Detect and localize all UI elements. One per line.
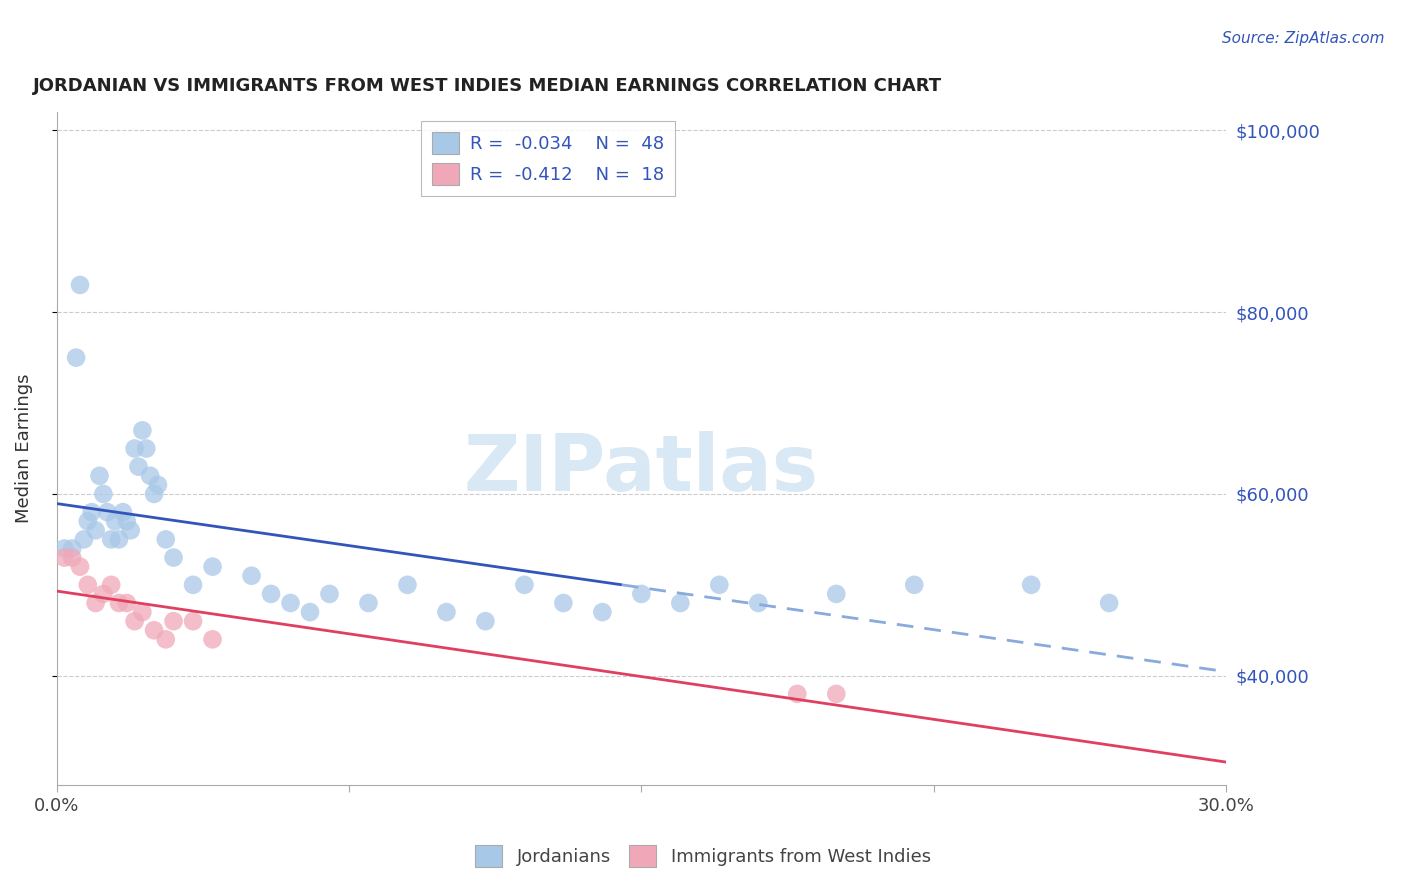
Point	[115, 596, 138, 610]
Point	[100, 533, 122, 547]
Point	[108, 533, 131, 547]
Point	[53, 541, 76, 556]
Point	[80, 505, 103, 519]
Point	[436, 605, 458, 619]
Point	[120, 524, 142, 538]
Point	[131, 423, 153, 437]
Point	[553, 596, 575, 610]
Point	[513, 578, 536, 592]
Point	[825, 587, 848, 601]
Point	[591, 605, 613, 619]
Point	[84, 524, 107, 538]
Point	[201, 632, 224, 647]
Point	[298, 605, 321, 619]
Point	[89, 468, 111, 483]
Point	[143, 487, 166, 501]
Y-axis label: Median Earnings: Median Earnings	[15, 374, 32, 524]
Point	[69, 559, 91, 574]
Point	[124, 442, 146, 456]
Point	[60, 550, 83, 565]
Point	[155, 632, 177, 647]
Point	[162, 550, 184, 565]
Point	[181, 578, 204, 592]
Point	[53, 550, 76, 565]
Point	[139, 468, 162, 483]
Point	[1019, 578, 1042, 592]
Point	[143, 624, 166, 638]
Point	[280, 596, 302, 610]
Point	[260, 587, 283, 601]
Point	[111, 505, 134, 519]
Point	[76, 514, 98, 528]
Point	[825, 687, 848, 701]
Point	[127, 459, 149, 474]
Point	[669, 596, 692, 610]
Text: ZIPatlas: ZIPatlas	[464, 431, 818, 507]
Legend: R =  -0.034    N =  48, R =  -0.412    N =  18: R = -0.034 N = 48, R = -0.412 N = 18	[420, 121, 675, 196]
Point	[357, 596, 380, 610]
Point	[104, 514, 127, 528]
Point	[124, 614, 146, 628]
Point	[1098, 596, 1121, 610]
Point	[108, 596, 131, 610]
Point	[135, 442, 157, 456]
Point	[709, 578, 731, 592]
Legend: Jordanians, Immigrants from West Indies: Jordanians, Immigrants from West Indies	[468, 838, 938, 874]
Point	[84, 596, 107, 610]
Point	[903, 578, 925, 592]
Text: Source: ZipAtlas.com: Source: ZipAtlas.com	[1222, 31, 1385, 46]
Point	[146, 478, 169, 492]
Point	[93, 587, 115, 601]
Text: JORDANIAN VS IMMIGRANTS FROM WEST INDIES MEDIAN EARNINGS CORRELATION CHART: JORDANIAN VS IMMIGRANTS FROM WEST INDIES…	[34, 78, 942, 95]
Point	[474, 614, 496, 628]
Point	[131, 605, 153, 619]
Point	[318, 587, 340, 601]
Point	[181, 614, 204, 628]
Point	[73, 533, 96, 547]
Point	[65, 351, 87, 365]
Point	[396, 578, 419, 592]
Point	[201, 559, 224, 574]
Point	[60, 541, 83, 556]
Point	[162, 614, 184, 628]
Point	[747, 596, 769, 610]
Point	[786, 687, 808, 701]
Point	[69, 277, 91, 292]
Point	[115, 514, 138, 528]
Point	[630, 587, 652, 601]
Point	[155, 533, 177, 547]
Point	[93, 487, 115, 501]
Point	[240, 568, 263, 582]
Point	[76, 578, 98, 592]
Point	[100, 578, 122, 592]
Point	[96, 505, 118, 519]
